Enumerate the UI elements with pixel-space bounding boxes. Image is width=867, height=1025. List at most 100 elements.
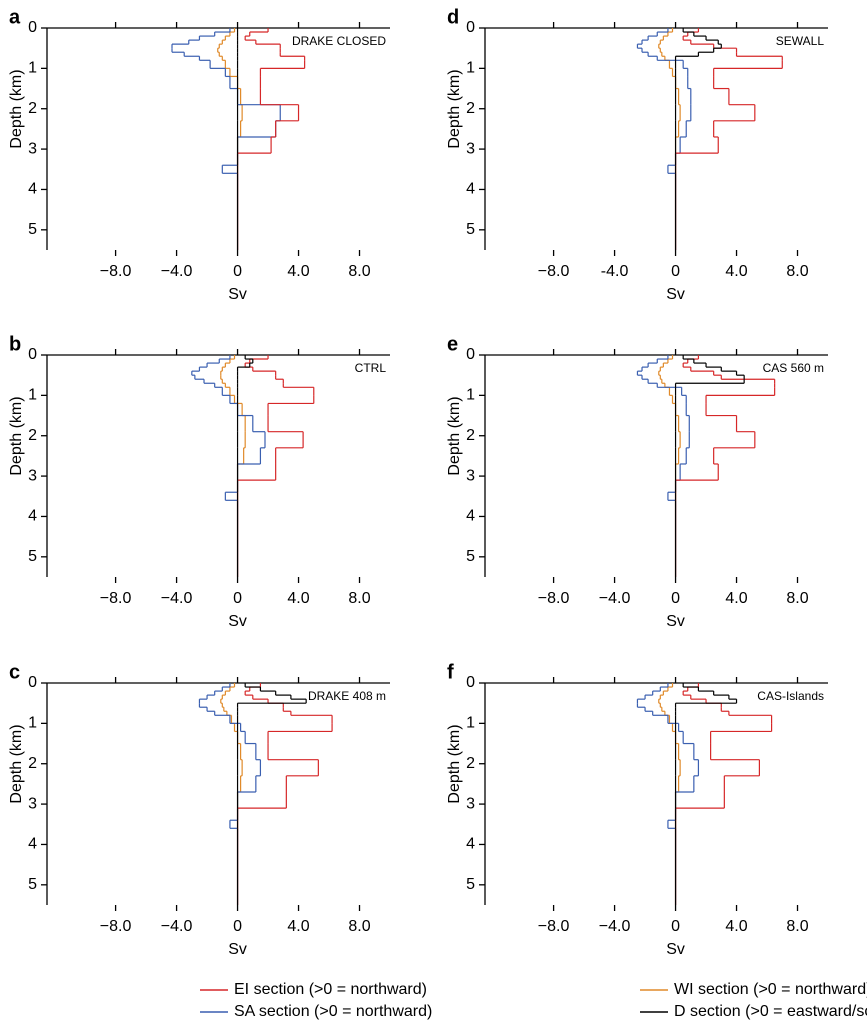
y-tick-label: 3	[466, 467, 475, 484]
x-tick-label: −8.0	[100, 918, 132, 935]
x-axis-title: Sv	[666, 286, 685, 303]
legend-label: WI section (>0 = northward)	[674, 981, 867, 998]
y-tick-label: 5	[466, 876, 475, 893]
x-axis-title: Sv	[666, 941, 685, 958]
y-tick-label: 4	[28, 508, 37, 525]
x-tick-label: −4.0	[161, 918, 193, 935]
y-tick-label: 0	[466, 674, 475, 691]
y-tick-label: 0	[28, 674, 37, 691]
x-axis-title: Sv	[228, 941, 247, 958]
y-axis-title: Depth (km)	[446, 69, 463, 148]
y-axis-title: Depth (km)	[8, 69, 25, 148]
x-tick-label: 8.0	[786, 918, 808, 935]
annotation: SEWALL	[776, 34, 825, 48]
x-tick-label: −8.0	[538, 918, 570, 935]
x-tick-label: −8.0	[538, 263, 570, 280]
x-axis-title: Sv	[666, 613, 685, 630]
y-tick-label: 1	[466, 60, 475, 77]
y-tick-label: 0	[28, 346, 37, 363]
y-tick-label: 3	[466, 795, 475, 812]
x-tick-label: 4.0	[287, 590, 309, 607]
y-tick-label: 2	[28, 755, 37, 772]
panel-label: d	[447, 6, 459, 28]
x-tick-label: −8.0	[100, 263, 132, 280]
x-tick-label: 8.0	[786, 590, 808, 607]
x-tick-label: 0	[233, 590, 242, 607]
y-tick-label: 3	[466, 140, 475, 157]
y-tick-label: 0	[466, 19, 475, 36]
y-tick-label: 1	[28, 60, 37, 77]
legend-label: SA section (>0 = northward)	[234, 1003, 432, 1020]
y-tick-label: 1	[466, 715, 475, 732]
y-tick-label: 4	[28, 181, 37, 198]
annotation: DRAKE CLOSED	[292, 34, 386, 48]
y-tick-label: 4	[466, 836, 475, 853]
x-axis-title: Sv	[228, 613, 247, 630]
y-tick-label: 3	[28, 467, 37, 484]
x-tick-label: 0	[233, 918, 242, 935]
y-tick-label: 5	[466, 548, 475, 565]
y-tick-label: 5	[28, 876, 37, 893]
y-tick-label: 4	[28, 836, 37, 853]
y-axis-title: Depth (km)	[446, 396, 463, 475]
annotation: CAS 560 m	[763, 361, 824, 375]
legend-label: EI section (>0 = northward)	[234, 981, 427, 998]
legend-label: D section (>0 = eastward/southward)	[674, 1003, 867, 1020]
y-axis-title: Depth (km)	[8, 724, 25, 803]
y-axis-title: Depth (km)	[446, 724, 463, 803]
x-tick-label: −4.0	[599, 918, 631, 935]
y-tick-label: 4	[466, 181, 475, 198]
y-tick-label: 2	[466, 755, 475, 772]
x-tick-label: −4.0	[161, 263, 193, 280]
x-tick-label: 0	[233, 263, 242, 280]
y-tick-label: 2	[28, 427, 37, 444]
x-tick-label: 8.0	[348, 918, 370, 935]
x-tick-label: 4.0	[287, 263, 309, 280]
x-tick-label: 8.0	[348, 590, 370, 607]
y-tick-label: 0	[466, 346, 475, 363]
x-tick-label: 4.0	[725, 263, 747, 280]
panel-label: e	[447, 333, 458, 355]
y-tick-label: 2	[28, 100, 37, 117]
y-tick-label: 1	[466, 387, 475, 404]
x-tick-label: −8.0	[538, 590, 570, 607]
x-tick-label: −8.0	[100, 590, 132, 607]
y-tick-label: 1	[28, 715, 37, 732]
y-tick-label: 5	[28, 548, 37, 565]
panel-label: a	[9, 6, 21, 28]
y-tick-label: 5	[28, 221, 37, 238]
x-tick-label: 4.0	[725, 590, 747, 607]
x-tick-label: −4.0	[161, 590, 193, 607]
y-axis-title: Depth (km)	[8, 396, 25, 475]
x-tick-label: 4.0	[725, 918, 747, 935]
x-tick-label: 4.0	[287, 918, 309, 935]
x-tick-label: 0	[671, 590, 680, 607]
annotation: CAS-Islands	[757, 689, 824, 703]
y-tick-label: 1	[28, 387, 37, 404]
y-tick-label: 4	[466, 508, 475, 525]
x-tick-label: 0	[671, 263, 680, 280]
y-tick-label: 3	[28, 140, 37, 157]
x-tick-label: 8.0	[786, 263, 808, 280]
y-tick-label: 0	[28, 19, 37, 36]
y-tick-label: 2	[466, 100, 475, 117]
y-tick-label: 3	[28, 795, 37, 812]
x-tick-label: 8.0	[348, 263, 370, 280]
x-tick-label: -4.0	[601, 263, 629, 280]
y-tick-label: 5	[466, 221, 475, 238]
panel-label: f	[447, 661, 454, 683]
x-tick-label: 0	[671, 918, 680, 935]
y-tick-label: 2	[466, 427, 475, 444]
panel-label: b	[9, 333, 21, 355]
panel-label: c	[9, 661, 20, 683]
annotation: DRAKE 408 m	[308, 689, 386, 703]
x-axis-title: Sv	[228, 286, 247, 303]
x-tick-label: −4.0	[599, 590, 631, 607]
